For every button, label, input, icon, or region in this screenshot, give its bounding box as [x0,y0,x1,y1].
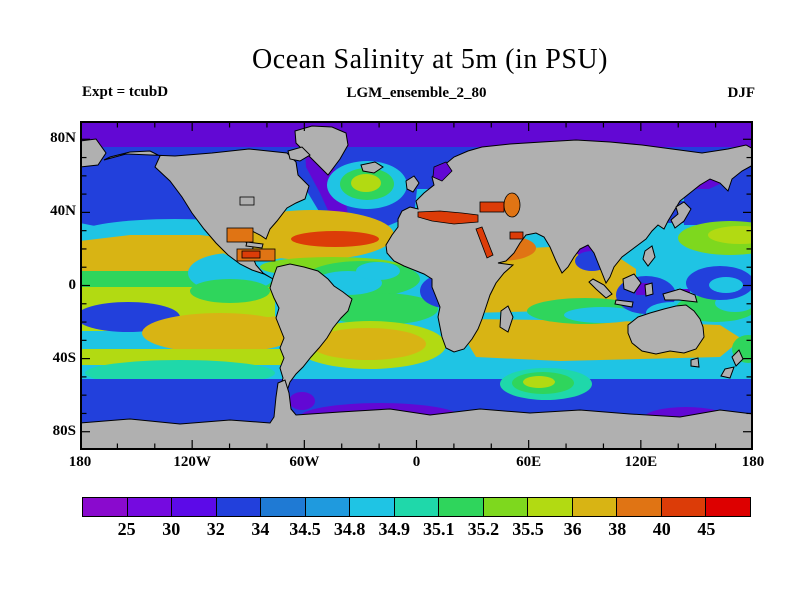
ocean-region [310,328,426,360]
inland-sea [479,201,505,213]
landmass [499,305,514,333]
y-axis-label: 0 [68,276,77,293]
colorbar-segment [393,498,439,516]
landmass [622,273,642,294]
x-axis-label: 60W [289,454,320,470]
x-axis-label: 120W [173,454,211,470]
experiment-label: Expt = tcubD [82,84,169,100]
colorbar-label: 38 [608,519,627,539]
ocean-region [708,226,753,244]
ocean-region [289,392,315,410]
landmass [627,304,705,355]
colorbar-label: 25 [117,519,136,539]
colorbar-segment [571,498,617,516]
inland-sea [475,226,494,259]
landmass [720,366,735,379]
landmass [670,201,692,229]
landmass [690,357,700,368]
landmass [360,161,384,174]
y-axis-label: 80N [50,130,76,147]
colorbar-label: 36 [563,519,582,539]
landmass [405,175,420,193]
inland-sea [226,227,254,243]
inland-sea [432,161,453,182]
landmass [245,241,264,249]
inland-sea [509,231,524,240]
colorbar-segment [438,498,483,516]
colorbar-label: 34.9 [378,519,410,539]
colorbar-label: 40 [652,519,671,539]
colorbar-segment [215,498,261,516]
colorbar-label: 35.5 [512,519,544,539]
ocean-region [523,376,555,388]
y-axis-label: 40N [50,203,76,220]
colorbar-segment [527,498,572,516]
inland-sea [239,196,255,206]
ocean-region [564,307,640,323]
x-axis-label: 0 [412,454,421,470]
ocean-region [709,277,743,293]
world-map-plot [80,121,753,450]
landmass [644,282,654,297]
landmass [80,138,107,168]
landmass [287,146,311,162]
inland-sea [241,250,261,259]
colorbar-segment [482,498,528,516]
ocean-region [351,174,381,192]
season-label: DJF [727,85,756,101]
ocean-region [291,231,379,247]
colorbar-segment [83,498,127,516]
colorbar [82,497,751,517]
landmass [269,263,353,389]
inland-sea [417,210,479,225]
landmass [385,139,753,353]
x-axis-label: 180 [741,454,765,470]
x-axis-label: 60E [516,454,542,470]
ocean-region [684,189,753,225]
x-axis-label: 180 [68,454,92,470]
colorbar-segment [171,498,216,516]
landmass [614,299,634,308]
colorbar-segment [705,498,750,516]
salinity-field [80,121,753,450]
map-frame [80,121,753,450]
colorbar-label: 35.2 [467,519,500,539]
colorbar-label: 34 [251,519,270,539]
colorbar-label: 34.8 [333,519,366,539]
ocean-region [80,349,300,365]
colorbar-label: 30 [162,519,181,539]
ocean-region [356,262,400,280]
colorbar-segment [660,498,706,516]
landmass [588,278,613,299]
colorbar-segment [260,498,305,516]
colorbar-segment [616,498,661,516]
colorbar-label: 35.1 [423,519,455,539]
x-axis-label: 120E [624,454,658,470]
landmass [80,379,753,450]
colorbar-segment [126,498,172,516]
inland-sea [503,192,521,218]
y-axis-label: 40S [52,349,76,366]
landmass [642,245,656,267]
colorbar-segment [304,498,350,516]
ocean-region [190,279,270,303]
colorbar-segment [349,498,394,516]
page-title: Ocean Salinity at 5m (in PSU) [252,44,608,75]
colorbar-label: 34.5 [289,519,321,539]
ocean-region [305,149,348,219]
y-axis-label: 80S [52,422,76,439]
colorbar-label: 45 [697,519,716,539]
dataset-label: LGM_ensemble_2_80 [346,85,487,101]
colorbar-label: 32 [206,519,225,539]
landmass [662,288,698,303]
